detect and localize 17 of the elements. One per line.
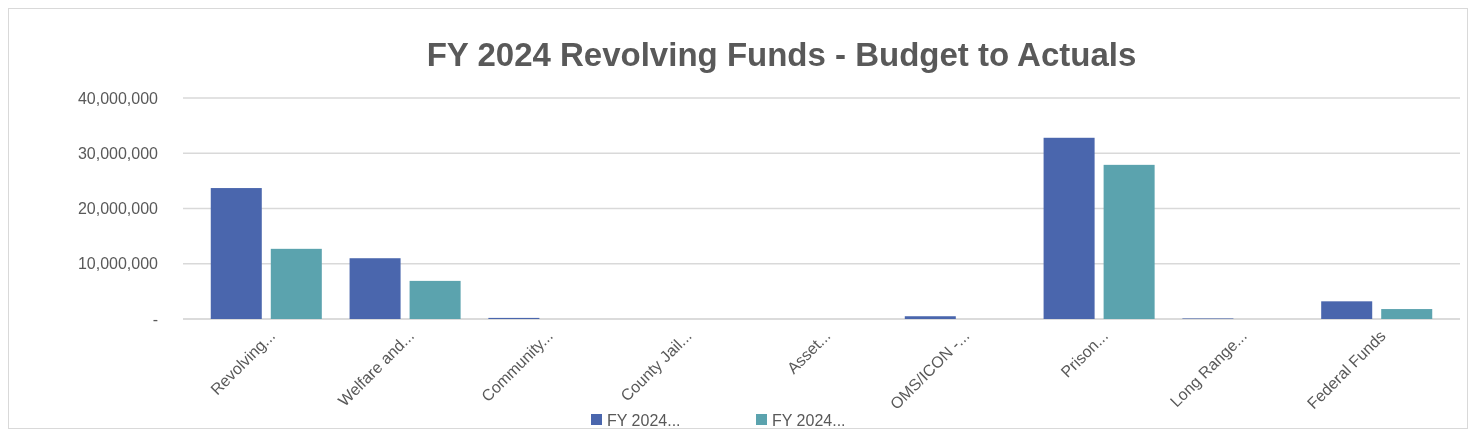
y-tick-label: 10,000,000 <box>77 255 159 273</box>
bar <box>349 258 401 319</box>
legend-label: FY 2024... <box>607 411 681 429</box>
bar <box>210 188 262 319</box>
bar <box>1043 137 1095 319</box>
bar <box>409 280 461 319</box>
y-tick-label: 30,000,000 <box>77 144 159 162</box>
y-tick-label: 20,000,000 <box>77 200 159 218</box>
y-tick-label: 40,000,000 <box>77 89 159 107</box>
bar <box>270 248 322 319</box>
chart-title: FY 2024 Revolving Funds - Budget to Actuals <box>426 36 1137 73</box>
bar <box>1321 301 1373 319</box>
bar <box>1103 164 1155 319</box>
y-tick-label: - <box>152 310 158 328</box>
bar <box>1381 309 1433 319</box>
bar <box>904 316 956 319</box>
legend-label: FY 2024... <box>772 411 846 429</box>
